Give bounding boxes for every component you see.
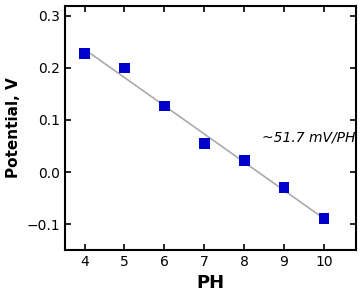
Text: ~51.7 mV/PH: ~51.7 mV/PH <box>262 131 356 145</box>
Point <box>122 66 127 70</box>
Point <box>321 216 327 221</box>
Y-axis label: Potential, V: Potential, V <box>5 77 20 178</box>
Point <box>201 141 207 146</box>
Point <box>281 185 287 190</box>
Point <box>162 104 167 108</box>
Point <box>82 51 87 56</box>
Point <box>241 158 247 163</box>
X-axis label: PH: PH <box>196 274 224 292</box>
